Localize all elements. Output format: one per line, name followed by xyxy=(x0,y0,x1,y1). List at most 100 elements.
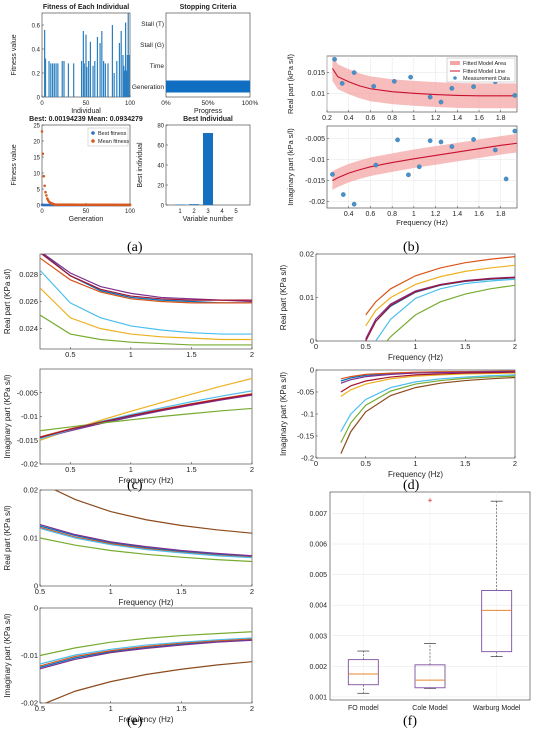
legend-swatch-point xyxy=(453,76,457,80)
axes-box-d1 xyxy=(315,253,516,342)
fitness-point xyxy=(44,190,47,194)
y-tick-label: -0.15 xyxy=(297,432,314,441)
panel-label-a: (a) xyxy=(127,240,143,255)
fitness-bar xyxy=(81,61,83,97)
y-tick-label: -0.015 xyxy=(305,178,325,185)
x-tick-label: 0.5 xyxy=(361,342,371,351)
x-tick-label: 0 xyxy=(314,342,318,351)
fitness-bar xyxy=(44,58,47,97)
x-tick-label: 100% xyxy=(242,100,259,107)
fitness-bar xyxy=(44,29,46,97)
fitted-model-line xyxy=(332,142,517,182)
y-axis-label-b2: Imaginary part (kPa s/l) xyxy=(286,128,295,206)
x-tick-label: 1.8 xyxy=(496,115,506,122)
x-tick-label: 50% xyxy=(201,100,214,107)
y-tick-label: 0 xyxy=(34,604,38,613)
x-tick-label: 1 xyxy=(178,209,182,215)
fitness-bar xyxy=(61,61,63,97)
y-tick-label: 0 xyxy=(37,96,41,102)
x-tick-label: 0.5 xyxy=(361,459,371,468)
y-tick-label: 40 xyxy=(157,164,164,170)
y-tick-label: 0.006 xyxy=(309,542,327,549)
criteria-label: Stall (G) xyxy=(140,42,164,49)
chart-title-a3: Best: 0.00194239 Mean: 0.0934279 xyxy=(29,116,143,123)
fitness-bar xyxy=(128,55,130,97)
y-axis-label-c2: Imaginary part (KPa s/l) xyxy=(3,374,12,458)
x-tick-label: 4 xyxy=(220,209,224,215)
measurement-point xyxy=(406,172,411,178)
measurement-point xyxy=(351,70,357,75)
x-tick-label: 0.5 xyxy=(65,465,75,474)
series-line xyxy=(40,257,252,304)
y-tick-label: 0 xyxy=(161,204,165,210)
x-tick-label: 3 xyxy=(206,209,210,215)
x-axis-label-d1: Frequency (Hz) xyxy=(388,353,443,362)
series-line xyxy=(40,637,252,665)
series-line xyxy=(365,264,515,327)
y-tick-label: -0.01 xyxy=(21,412,38,421)
x-tick-label: 1 xyxy=(412,115,416,122)
x-tick-label: 1 xyxy=(413,342,417,351)
series-line xyxy=(374,278,515,341)
y-tick-label: 5 xyxy=(37,188,41,194)
x-tick-label: 1 xyxy=(129,465,133,474)
y-tick-label: 0 xyxy=(34,582,38,591)
best-individual-bar xyxy=(189,204,199,205)
x-tick-label: 0.8 xyxy=(387,211,397,218)
legend-entry: Fitted Model Line xyxy=(463,69,505,75)
x-tick-label: 5 xyxy=(234,209,238,215)
axes-box-d2 xyxy=(315,369,516,459)
y-axis-label-a3: Fitness value xyxy=(11,144,18,185)
fitness-point xyxy=(128,203,132,207)
y-tick-label: -0.02 xyxy=(21,699,38,708)
fitness-bar xyxy=(53,63,55,97)
series-line xyxy=(340,371,515,393)
y-tick-label: 15 xyxy=(33,156,40,162)
y-axis-label-e2: Imaginary part (KPa s/l) xyxy=(3,613,12,697)
fitness-point xyxy=(45,194,48,197)
y-tick-label: 0.003 xyxy=(309,633,327,640)
x-tick-label: 2 xyxy=(250,704,254,713)
plot-area-e1 xyxy=(39,489,253,587)
fitness-bar xyxy=(63,61,65,97)
series-line xyxy=(40,287,252,341)
series-line xyxy=(40,394,252,439)
x-tick-label: 0.5 xyxy=(35,704,45,713)
x-tick-label: 0.8 xyxy=(387,115,397,122)
y-tick-label: 0.01 xyxy=(311,91,325,98)
box xyxy=(414,664,446,689)
legend-box xyxy=(87,127,129,147)
x-tick-label: 2 xyxy=(513,342,517,351)
fitness-bar xyxy=(127,13,129,97)
x-tick-label: 50 xyxy=(83,101,90,107)
legend-swatch-area xyxy=(450,61,460,65)
y-tick-label: 0.015 xyxy=(307,70,325,77)
measurement-point xyxy=(471,84,476,90)
x-tick-label: 1.5 xyxy=(176,704,186,713)
x-tick-label: 100 xyxy=(125,101,136,107)
panel-label-b: (b) xyxy=(403,240,420,255)
panel-label-d: (d) xyxy=(403,478,420,493)
x-tick-label: 1.2 xyxy=(431,115,441,122)
measurement-point xyxy=(512,93,518,98)
y-tick-label: 0.02 xyxy=(299,250,314,259)
series-line xyxy=(365,256,515,316)
legend-entry: Fitted Model Area xyxy=(463,61,507,67)
x-tick-label: 2 xyxy=(250,350,254,359)
y-tick-label: 0.004 xyxy=(309,603,327,610)
fitness-bar xyxy=(99,43,101,97)
series-line xyxy=(44,661,252,703)
legend-entry: Mean fitness xyxy=(98,139,129,145)
y-axis-label-d1: Real part (KPa s/l) xyxy=(279,264,288,330)
y-tick-label: 25 xyxy=(33,124,40,130)
fitness-bar xyxy=(96,37,99,97)
x-tick-label: 2 xyxy=(513,459,517,468)
panel-label-c: (c) xyxy=(127,478,143,493)
x-tick-label: 1.4 xyxy=(452,115,462,122)
y-tick-label: -0.2 xyxy=(301,454,314,463)
fitness-bar xyxy=(125,22,127,98)
fitness-bar xyxy=(124,70,126,97)
axes-box-e1 xyxy=(39,489,253,587)
